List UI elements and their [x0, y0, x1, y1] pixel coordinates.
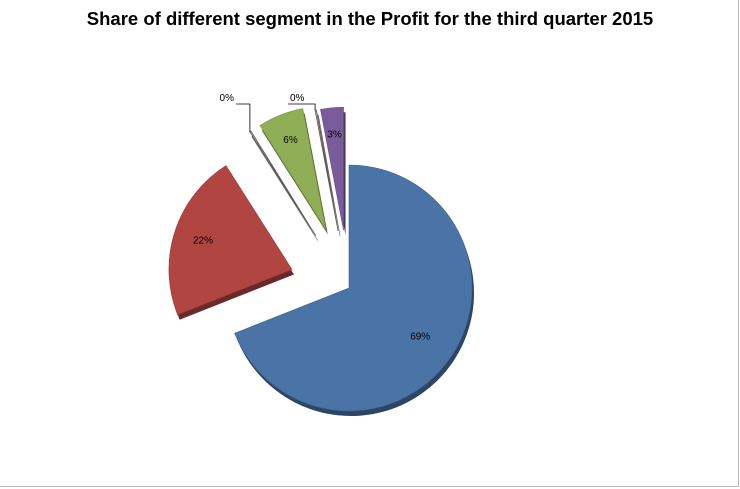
labels-layer: 69% 22% 0% 6% 0% 3% [193, 93, 430, 342]
leader-line [236, 103, 251, 132]
data-label: 6% [283, 135, 298, 146]
pie-slice [234, 164, 473, 412]
data-label: 0% [290, 93, 305, 104]
chart-title: Share of different segment in the Profit… [86, 8, 654, 29]
leader-line [288, 103, 316, 111]
pie-slice [314, 109, 339, 232]
pie-slice [259, 108, 327, 230]
data-label: 0% [220, 93, 235, 104]
pie-slice [168, 165, 293, 316]
data-label: 69% [410, 331, 430, 342]
pie-slice [320, 106, 344, 231]
data-label: 3% [327, 130, 342, 141]
data-label: 22% [193, 236, 213, 247]
slices-layer [168, 106, 475, 416]
